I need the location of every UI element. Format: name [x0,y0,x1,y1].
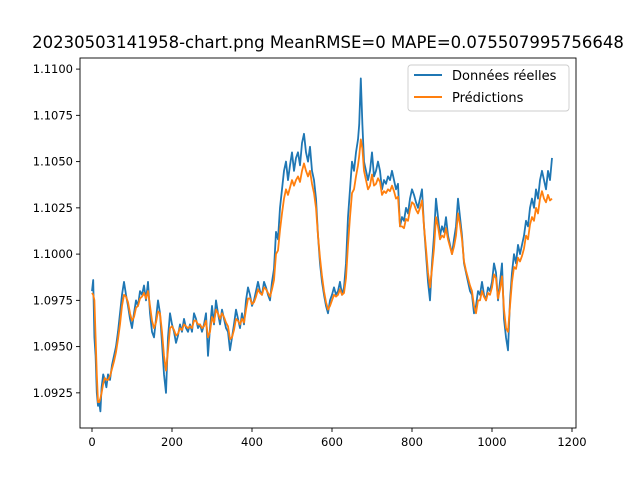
y-tick-label: 1.1025 [33,201,73,215]
x-tick-label: 1000 [477,435,506,449]
y-tick-label: 1.1000 [33,247,73,261]
y-axis: 1.0925 1.0950 1.0975 1.1000 1.1025 1.1050 1.10… [33,62,80,400]
x-tick-label: 0 [88,435,95,449]
x-tick-label: 400 [241,435,263,449]
legend-label-predictions: Prédictions [452,91,524,106]
plot-frame [79,57,577,429]
x-axis: 0 200 400 600 800 1000 1200 [88,428,587,449]
plot-background [80,58,576,428]
y-tick-label: 1.1100 [33,62,73,76]
y-tick-label: 1.0950 [33,340,73,354]
legend-label-reelles: Données réelles [452,69,557,84]
series-layer [91,77,553,413]
chart-title: 20230503141958-chart.png MeanRMSE=0 MAPE… [32,33,624,52]
x-tick-label: 1200 [557,435,586,449]
y-tick-label: 1.1050 [33,155,73,169]
x-tick-label: 600 [321,435,343,449]
x-tick-label: 200 [161,435,183,449]
series-line-1 [91,138,553,403]
y-tick-label: 1.1075 [33,108,73,122]
legend: Données réelles Prédictions [407,64,570,112]
plot-area [79,57,577,429]
y-tick-label: 1.0925 [33,386,73,400]
legend-box [407,64,570,112]
x-tick-label: 800 [401,435,423,449]
y-tick-label: 1.0975 [33,293,73,307]
